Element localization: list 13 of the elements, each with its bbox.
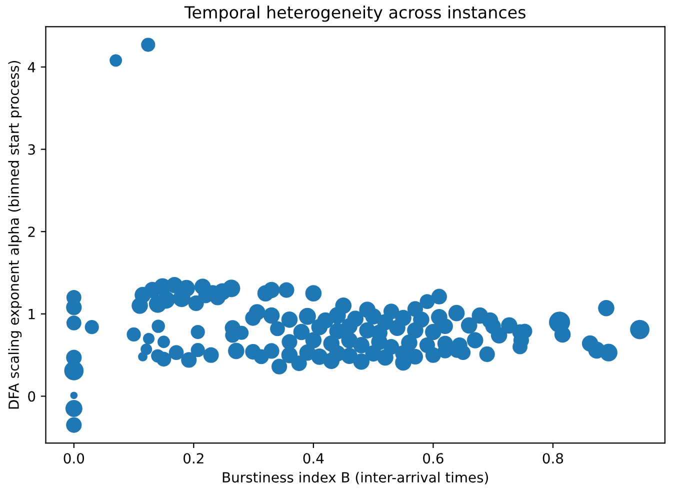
x-tick-label: 0.2 (184, 453, 204, 464)
x-tick-label: 0.0 (64, 453, 84, 464)
x-tick-label: 0.8 (542, 453, 564, 464)
y-tick-label: 2 (28, 226, 35, 237)
y-tick-label: 1 (28, 309, 35, 320)
chart-title: Temporal heterogeneity across instances (184, 6, 526, 22)
y-axis-title: DFA scaling exponent alpha (binned start process) (8, 60, 22, 409)
y-tick-label: 0 (28, 391, 36, 402)
x-tick-label: 0.6 (423, 453, 444, 464)
y-tick-label: 3 (28, 144, 35, 155)
x-tick-label: 0.4 (303, 453, 324, 464)
y-tick-label: 4 (28, 62, 36, 72)
x-axis-title: Burstiness index B (inter-arrival times) (222, 472, 488, 484)
